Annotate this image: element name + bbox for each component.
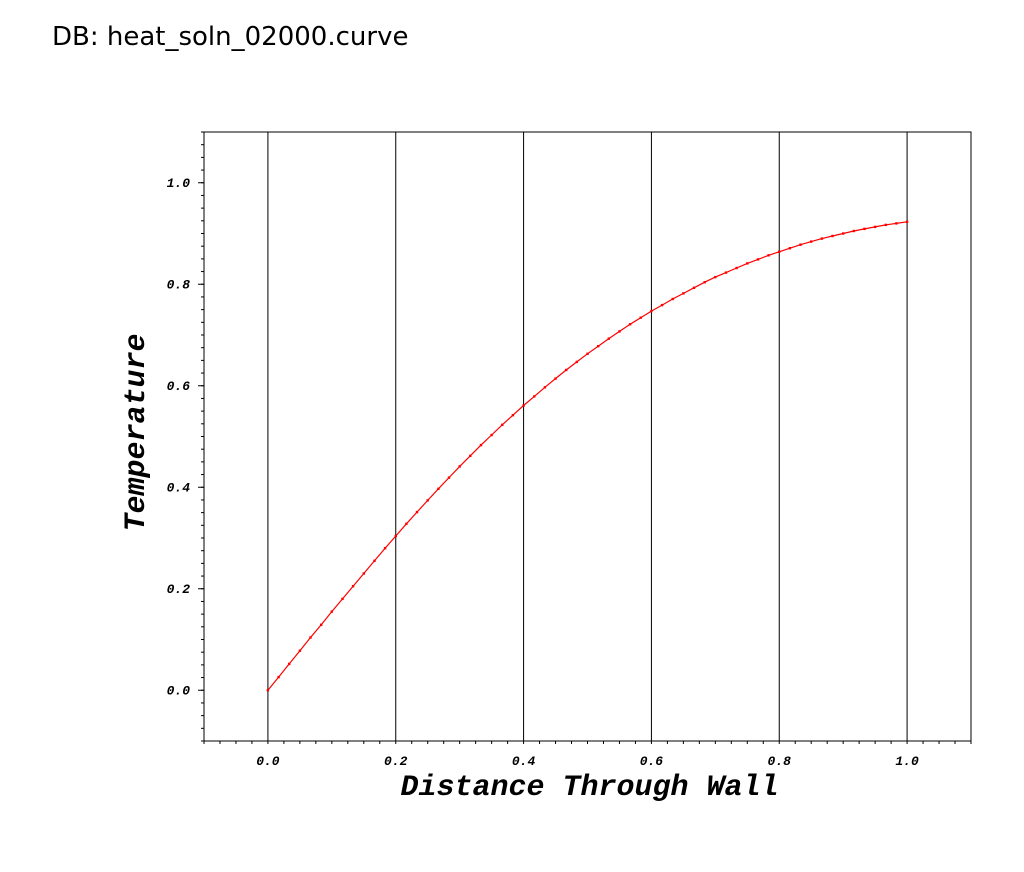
x-tick-label: 0.4: [512, 754, 536, 769]
series-point: [714, 275, 717, 279]
series-point: [703, 281, 706, 284]
series-point: [362, 572, 365, 575]
series-point: [479, 443, 483, 447]
series-point: [288, 662, 291, 666]
series-point: [778, 250, 781, 253]
series-point: [533, 395, 536, 398]
minor-ticks: [198, 131, 972, 744]
series-point: [671, 297, 674, 301]
series-point: [724, 271, 728, 274]
series-point: [575, 360, 578, 364]
x-tick-label: 0.6: [640, 754, 664, 769]
series-point: [330, 610, 333, 613]
series-point: [373, 559, 376, 562]
series-point: [873, 225, 877, 229]
series-point: [469, 454, 472, 457]
y-tick-label: 0.4: [167, 480, 191, 495]
series-point: [309, 636, 312, 639]
series-point: [447, 476, 451, 479]
series-point: [490, 433, 493, 437]
x-tick-label: 0.0: [256, 754, 280, 769]
series-point: [415, 510, 419, 514]
y-tick-labels: 0.0 0.2 0.4 0.6 0.8 1.0: [167, 176, 191, 699]
series-point: [501, 423, 504, 426]
y-tick-label: 1.0: [167, 176, 191, 191]
series-point: [895, 222, 898, 225]
series-point: [799, 243, 802, 246]
series-point: [682, 292, 685, 295]
series-point: [458, 465, 461, 468]
y-tick-label: 0.8: [167, 277, 191, 292]
series-point: [767, 254, 770, 257]
series-point: [852, 229, 855, 233]
series-point: [383, 547, 387, 550]
series-point: [831, 234, 834, 238]
series-point: [320, 623, 323, 626]
grid-lines: [267, 132, 908, 741]
y-tick-label: 0.6: [167, 379, 191, 394]
series-point: [639, 316, 642, 319]
series-point: [905, 220, 909, 223]
database-label: DB: heat_soln_02000.curve: [52, 22, 409, 52]
series-point: [618, 330, 621, 333]
x-tick-label: 0.8: [768, 754, 792, 769]
series-point: [351, 585, 355, 588]
y-axis-title: Temperature: [120, 333, 154, 531]
series-point: [565, 368, 568, 372]
series-point: [735, 266, 738, 270]
series-point: [394, 534, 397, 538]
x-tick-label: 0.2: [384, 754, 408, 769]
series-point: [756, 258, 760, 261]
x-tick-label: 1.0: [895, 754, 919, 769]
series-point: [863, 227, 866, 231]
series-point: [522, 404, 525, 407]
series-point: [597, 345, 600, 348]
plot-frame: [203, 131, 972, 742]
series-point: [788, 247, 792, 250]
series-point: [650, 309, 653, 313]
series-point: [628, 323, 632, 326]
series-point: [405, 522, 408, 525]
series-point: [810, 240, 813, 243]
series-point: [660, 303, 664, 307]
y-tick-label: 0.2: [167, 582, 191, 597]
series-point: [884, 223, 887, 227]
series-point: [746, 262, 749, 265]
series-point: [543, 386, 547, 389]
x-tick-labels: 0.0 0.2 0.4 0.6 0.8 1.0: [256, 754, 919, 769]
y-tick-label: 0.0: [167, 683, 191, 698]
series-point: [511, 414, 515, 417]
series-point: [426, 499, 429, 502]
series-point: [437, 487, 440, 490]
series-point: [341, 597, 344, 601]
series-point: [298, 649, 302, 652]
series-line: [267, 221, 908, 691]
series-point: [820, 237, 824, 240]
series-point: [277, 675, 280, 679]
x-axis-title: Distance Through Wall: [400, 771, 778, 805]
series-point: [692, 286, 696, 289]
series-layer: [266, 220, 909, 692]
series-point: [842, 232, 845, 235]
series-point: [607, 337, 610, 340]
series-point: [586, 352, 589, 355]
series-point: [266, 689, 270, 692]
series-point: [554, 377, 557, 380]
